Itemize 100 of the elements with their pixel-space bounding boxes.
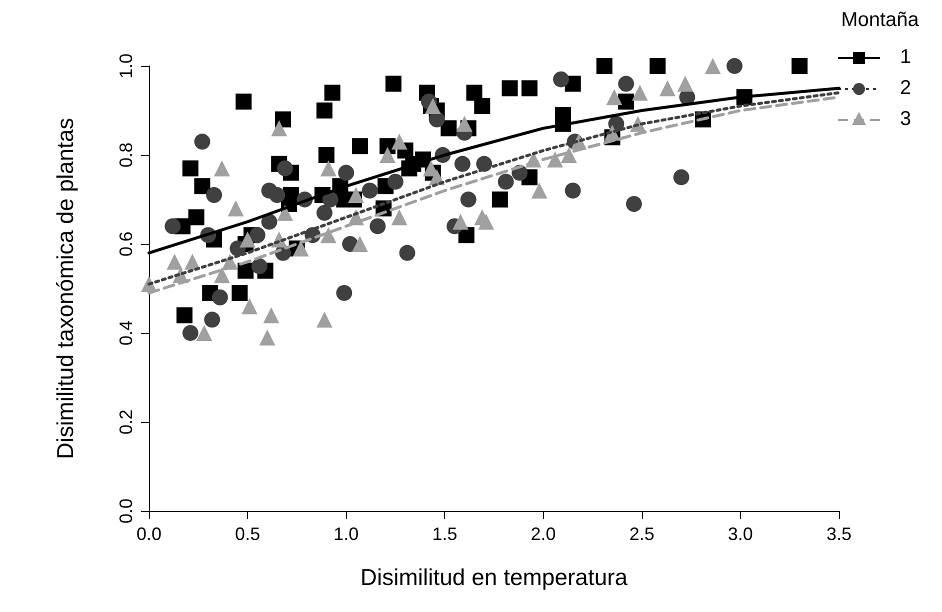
y-tick-label: 0.8 — [116, 142, 136, 168]
point — [606, 89, 622, 106]
point — [204, 312, 220, 328]
y-tick-label: 0.2 — [116, 409, 136, 435]
point — [792, 58, 808, 74]
point — [236, 94, 252, 110]
point — [182, 160, 198, 176]
point — [428, 111, 445, 128]
point — [277, 204, 294, 221]
x-tick-label: 1.5 — [432, 524, 458, 544]
point — [440, 120, 457, 136]
point — [292, 240, 309, 256]
x-tick-label: 3.0 — [728, 524, 753, 544]
point — [521, 80, 538, 96]
point — [553, 71, 570, 88]
point — [452, 214, 468, 230]
point — [348, 187, 364, 204]
point — [352, 236, 368, 252]
point — [618, 94, 634, 110]
x-tick-label: 2.0 — [530, 524, 556, 544]
x-tick-label: 0.0 — [136, 524, 162, 544]
legend-label: 2 — [900, 77, 912, 99]
point — [466, 84, 482, 101]
x-tick-label: 2.5 — [629, 524, 654, 544]
x-tick-label: 1.0 — [334, 524, 359, 544]
point — [263, 307, 280, 324]
point — [399, 244, 416, 261]
point — [502, 80, 518, 96]
point — [338, 164, 354, 181]
point — [560, 147, 577, 163]
point — [478, 214, 494, 230]
point — [385, 76, 402, 92]
legend-title: Montaña — [841, 9, 920, 31]
point — [188, 209, 204, 226]
point — [460, 192, 476, 208]
point — [391, 209, 408, 226]
point — [196, 325, 212, 341]
point — [194, 178, 210, 194]
y-tick-label: 0.4 — [116, 320, 136, 346]
legend-label: 3 — [900, 108, 912, 130]
point — [362, 182, 378, 199]
point — [564, 182, 581, 199]
x-tick-label: 3.5 — [826, 524, 852, 544]
point — [249, 227, 266, 244]
point — [322, 192, 338, 208]
point — [531, 182, 548, 199]
point — [387, 174, 404, 190]
point — [596, 58, 612, 74]
point — [320, 227, 336, 244]
point — [232, 284, 248, 301]
y-axis-title: Disimilitud taxonómica de plantas — [52, 118, 78, 460]
point — [352, 138, 368, 154]
point — [318, 147, 334, 163]
point — [176, 307, 192, 324]
point — [547, 151, 564, 168]
point — [214, 267, 230, 284]
point — [626, 196, 642, 212]
point — [673, 169, 690, 186]
legend-label: 1 — [900, 46, 912, 68]
point — [316, 102, 332, 118]
point — [261, 214, 278, 230]
point — [677, 76, 694, 92]
point — [474, 98, 490, 114]
point — [316, 204, 332, 221]
point — [324, 84, 340, 101]
x-tick-label: 0.5 — [235, 524, 260, 544]
point — [271, 120, 288, 136]
point — [320, 160, 336, 176]
point — [212, 289, 228, 306]
point — [251, 258, 268, 274]
point — [704, 58, 721, 74]
y-tick-label: 0.0 — [116, 498, 136, 524]
point — [726, 58, 743, 74]
point — [632, 84, 648, 101]
point — [228, 200, 244, 216]
point — [194, 134, 210, 150]
point — [164, 218, 181, 234]
point — [240, 232, 256, 248]
point — [166, 254, 183, 270]
point — [242, 298, 258, 314]
point — [214, 160, 230, 176]
point — [259, 329, 276, 346]
point — [206, 187, 222, 204]
point — [498, 174, 514, 190]
point — [316, 312, 332, 328]
point — [370, 218, 386, 234]
point — [277, 160, 294, 176]
x-axis-title: Disimilitud en temperatura — [360, 564, 628, 590]
y-tick-label: 1.0 — [116, 53, 136, 79]
point — [182, 325, 198, 341]
point — [269, 187, 286, 204]
point — [659, 80, 676, 96]
y-tick-label: 0.6 — [116, 231, 136, 257]
point — [650, 58, 666, 74]
point — [618, 76, 634, 92]
point — [454, 156, 470, 172]
point — [492, 192, 508, 208]
point — [336, 284, 352, 301]
point — [456, 116, 472, 132]
point — [391, 134, 408, 150]
